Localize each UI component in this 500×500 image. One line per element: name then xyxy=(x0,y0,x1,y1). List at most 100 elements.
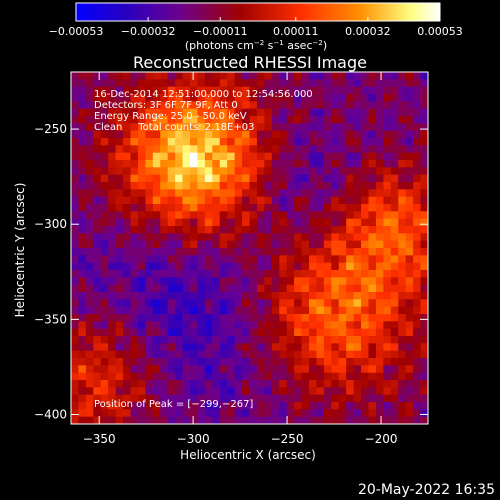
heatmap-cell xyxy=(279,108,288,117)
heatmap-cell xyxy=(309,248,318,256)
heatmap-cell xyxy=(197,218,206,227)
heatmap-cell xyxy=(383,233,392,242)
heatmap-cell xyxy=(353,152,362,161)
heatmap-cell xyxy=(145,211,154,220)
heatmap-cell xyxy=(264,130,273,139)
heatmap-cell xyxy=(413,116,422,124)
heatmap-cell xyxy=(93,211,102,220)
heatmap-cell xyxy=(85,226,94,234)
heatmap-cell xyxy=(167,130,176,139)
heatmap-cell xyxy=(361,372,370,381)
heatmap-cell xyxy=(398,196,407,205)
heatmap-cell xyxy=(204,72,213,80)
heatmap-cell xyxy=(85,416,94,424)
heatmap-cell xyxy=(145,277,154,286)
heatmap-cell xyxy=(271,328,280,337)
heatmap-cell xyxy=(294,402,303,410)
heatmap-cell xyxy=(264,292,273,300)
heatmap-cell xyxy=(85,284,94,293)
heatmap-cell xyxy=(301,372,310,381)
heatmap-cell xyxy=(301,167,310,176)
heatmap-cell xyxy=(137,226,146,234)
heatmap-cell xyxy=(145,72,154,80)
heatmap-cell xyxy=(167,94,176,102)
heatmap-cell xyxy=(182,196,191,205)
heatmap-cell xyxy=(413,145,422,154)
heatmap-cell xyxy=(145,204,154,212)
heatmap-cell xyxy=(93,123,102,132)
heatmap-cell xyxy=(271,262,280,271)
heatmap-cell xyxy=(279,365,288,374)
heatmap-cell xyxy=(85,394,94,403)
heatmap-cell xyxy=(413,402,422,410)
heatmap-cell xyxy=(286,358,295,366)
heatmap-cell xyxy=(249,365,258,374)
heatmap-cell xyxy=(115,196,124,205)
heatmap-cell xyxy=(346,299,355,308)
heatmap-cell xyxy=(123,226,132,234)
heatmap-cell xyxy=(413,416,422,424)
heatmap-cell xyxy=(167,108,176,117)
heatmap-cell xyxy=(137,86,146,95)
heatmap-cell xyxy=(331,270,340,278)
heatmap-cell xyxy=(212,365,221,374)
heatmap-cell xyxy=(331,292,340,300)
colorbar-tick-label: −0.00011 xyxy=(193,25,248,38)
heatmap-cell xyxy=(93,365,102,374)
heatmap-cell xyxy=(197,101,206,110)
heatmap-cell xyxy=(398,72,407,80)
heatmap-cell xyxy=(212,204,221,212)
heatmap-cell xyxy=(152,365,161,374)
heatmap-cell xyxy=(390,108,399,117)
heatmap-cell xyxy=(361,218,370,227)
heatmap-cell xyxy=(316,380,325,388)
heatmap-cell xyxy=(145,336,154,344)
heatmap-cell xyxy=(256,204,265,212)
heatmap-cell xyxy=(398,284,407,293)
heatmap-cell xyxy=(219,416,228,424)
heatmap-cell xyxy=(353,372,362,381)
heatmap-cell xyxy=(234,372,243,381)
heatmap-cell xyxy=(286,86,295,95)
heatmap-cell xyxy=(405,270,414,278)
heatmap-cell xyxy=(71,79,80,88)
heatmap-cell xyxy=(145,416,154,424)
heatmap-cell xyxy=(108,306,117,315)
heatmap-cell xyxy=(85,189,94,198)
heatmap-cell xyxy=(383,72,392,80)
heatmap-cell xyxy=(204,145,213,154)
heatmap-cell xyxy=(190,292,199,300)
heatmap-cell xyxy=(182,343,191,352)
heatmap-cell xyxy=(316,182,325,190)
heatmap-cell xyxy=(405,189,414,198)
heatmap-cell xyxy=(71,189,80,198)
heatmap-cell xyxy=(323,101,332,110)
heatmap-cell xyxy=(420,174,428,183)
heatmap-cell xyxy=(383,94,392,102)
heatmap-cell xyxy=(264,402,273,410)
heatmap-cell xyxy=(323,328,332,337)
heatmap-cell xyxy=(160,306,169,315)
heatmap-cell xyxy=(398,101,407,110)
heatmap-cell xyxy=(249,211,258,220)
heatmap-cell xyxy=(152,336,161,344)
heatmap-cell xyxy=(227,94,236,102)
heatmap-cell xyxy=(331,306,340,315)
heatmap-cell xyxy=(204,240,213,249)
heatmap-cell xyxy=(249,72,258,80)
heatmap-cell xyxy=(361,270,370,278)
heatmap-cell xyxy=(100,248,109,256)
heatmap-cell xyxy=(167,123,176,132)
heatmap-cell xyxy=(279,387,288,396)
heatmap-cell xyxy=(219,130,228,139)
heatmap-cell xyxy=(309,160,318,168)
heatmap-cell xyxy=(227,262,236,271)
heatmap-cell xyxy=(368,116,377,124)
heatmap-cell xyxy=(78,314,87,322)
heatmap-cell xyxy=(204,255,213,264)
heatmap-cell xyxy=(78,94,87,102)
heatmap-cell xyxy=(85,218,94,227)
heatmap-cell xyxy=(182,218,191,227)
heatmap-cell xyxy=(316,299,325,308)
heatmap-cell xyxy=(78,402,87,410)
